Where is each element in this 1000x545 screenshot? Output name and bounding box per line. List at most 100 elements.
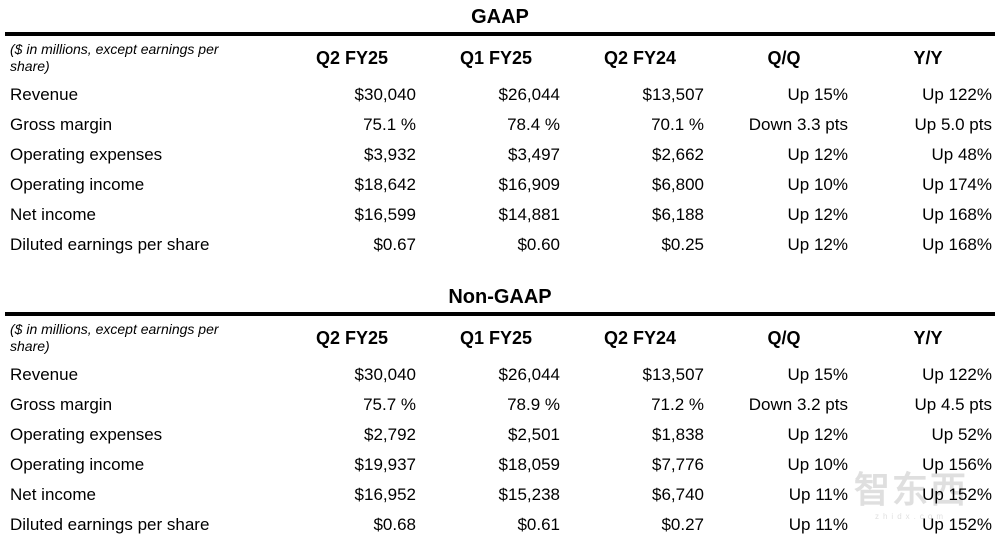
cell-value: $1,838: [652, 425, 704, 444]
cell-value: Up 174%: [922, 175, 992, 194]
table-row-gross-margin: Gross margin 75.1 % 78.4 % 70.1 % Down 3…: [0, 110, 1000, 140]
table-row-net-income: Net income $16,599 $14,881 $6,188 Up 12%…: [0, 200, 1000, 230]
column-header-q2fy24: Q2 FY24: [603, 47, 677, 68]
cell-value: Up 4.5 pts: [914, 395, 993, 414]
cell-value: 71.2 %: [651, 395, 704, 414]
title-rule: [5, 32, 995, 36]
cell-value: Up 168%: [922, 205, 992, 224]
column-header-qq: Q/Q: [767, 327, 801, 348]
cell-value: $19,937: [354, 455, 416, 474]
cell-value: $15,238: [498, 485, 560, 504]
cell-value: Up 15%: [787, 365, 848, 384]
cell-value: $16,952: [354, 485, 416, 504]
column-header-q1fy25: Q1 FY25: [459, 47, 533, 68]
column-header-q2fy25: Q2 FY25: [315, 47, 389, 68]
cell-value: $18,059: [498, 455, 560, 474]
units-note-text: ($ in millions, except earnings per shar…: [10, 41, 219, 74]
cell-value: $26,044: [498, 85, 560, 104]
cell-value: $13,507: [642, 85, 704, 104]
cell-value: 75.7 %: [363, 395, 416, 414]
table-row-revenue: Revenue $30,040 $26,044 $13,507 Up 15% U…: [0, 360, 1000, 390]
title-rule: [5, 312, 995, 316]
table-row-operating-income: Operating income $19,937 $18,059 $7,776 …: [0, 450, 1000, 480]
table-row-operating-expenses: Operating expenses $2,792 $2,501 $1,838 …: [0, 420, 1000, 450]
row-label: Net income: [10, 205, 96, 224]
table-row-diluted-eps: Diluted earnings per share $0.68 $0.61 $…: [0, 510, 1000, 540]
cell-value: Up 122%: [922, 365, 992, 384]
cell-value: $0.60: [517, 235, 560, 254]
cell-value: $18,642: [354, 175, 416, 194]
non-gaap-section: Non-GAAP ($ in millions, except earnings…: [0, 260, 1000, 540]
column-header-q2fy25: Q2 FY25: [315, 327, 389, 348]
units-note: ($ in millions, except earnings per shar…: [0, 316, 280, 360]
column-header-yy: Y/Y: [913, 47, 943, 68]
table-row-gross-margin: Gross margin 75.7 % 78.9 % 71.2 % Down 3…: [0, 390, 1000, 420]
row-label: Operating income: [10, 175, 145, 194]
cell-value: 78.4 %: [507, 115, 560, 134]
row-label: Operating expenses: [10, 425, 163, 444]
cell-value: Up 15%: [787, 85, 848, 104]
cell-value: Up 52%: [931, 425, 992, 444]
cell-value: $0.27: [661, 515, 704, 534]
cell-value: $6,740: [652, 485, 704, 504]
gaap-section: GAAP ($ in millions, except earnings per…: [0, 0, 1000, 260]
table-row-operating-income: Operating income $18,642 $16,909 $6,800 …: [0, 170, 1000, 200]
table-row-diluted-eps: Diluted earnings per share $0.67 $0.60 $…: [0, 230, 1000, 260]
cell-value: Up 10%: [787, 455, 848, 474]
column-header-q2fy24: Q2 FY24: [603, 327, 677, 348]
row-label: Revenue: [10, 365, 79, 384]
cell-value: 70.1 %: [651, 115, 704, 134]
cell-value: Up 11%: [788, 485, 848, 504]
header-row: ($ in millions, except earnings per shar…: [0, 36, 1000, 80]
cell-value: $2,662: [652, 145, 704, 164]
row-label: Net income: [10, 485, 96, 504]
cell-value: Up 11%: [788, 515, 848, 534]
cell-value: Up 152%: [922, 485, 992, 504]
row-label: Diluted earnings per share: [10, 235, 210, 254]
non-gaap-table: ($ in millions, except earnings per shar…: [0, 316, 1000, 540]
column-header-q1fy25: Q1 FY25: [459, 327, 533, 348]
cell-value: Up 12%: [787, 145, 848, 164]
cell-value: $0.25: [661, 235, 704, 254]
units-note: ($ in millions, except earnings per shar…: [0, 36, 280, 80]
column-header-yy: Y/Y: [913, 327, 943, 348]
cell-value: Up 12%: [787, 235, 848, 254]
gaap-table: ($ in millions, except earnings per shar…: [0, 36, 1000, 260]
column-header-qq: Q/Q: [767, 47, 801, 68]
table-row-net-income: Net income $16,952 $15,238 $6,740 Up 11%…: [0, 480, 1000, 510]
cell-value: $14,881: [498, 205, 560, 224]
cell-value: Up 12%: [787, 425, 848, 444]
cell-value: $26,044: [498, 365, 560, 384]
cell-value: $2,792: [364, 425, 416, 444]
row-label: Revenue: [10, 85, 79, 104]
cell-value: $0.61: [517, 515, 560, 534]
row-label: Gross margin: [10, 395, 113, 414]
cell-value: Up 122%: [922, 85, 992, 104]
cell-value: $13,507: [642, 365, 704, 384]
cell-value: $3,497: [508, 145, 560, 164]
header-row: ($ in millions, except earnings per shar…: [0, 316, 1000, 360]
table-row-operating-expenses: Operating expenses $3,932 $3,497 $2,662 …: [0, 140, 1000, 170]
cell-value: Up 5.0 pts: [914, 115, 993, 134]
cell-value: $2,501: [508, 425, 560, 444]
cell-value: $30,040: [354, 365, 416, 384]
cell-value: Up 10%: [787, 175, 848, 194]
units-note-text: ($ in millions, except earnings per shar…: [10, 321, 219, 354]
cell-value: $6,800: [652, 175, 704, 194]
cell-value: 78.9 %: [507, 395, 560, 414]
row-label: Diluted earnings per share: [10, 515, 210, 534]
cell-value: $0.68: [373, 515, 416, 534]
cell-value: Up 12%: [787, 205, 848, 224]
table-row-revenue: Revenue $30,040 $26,044 $13,507 Up 15% U…: [0, 80, 1000, 110]
cell-value: $30,040: [354, 85, 416, 104]
cell-value: $6,188: [652, 205, 704, 224]
cell-value: Up 48%: [931, 145, 992, 164]
cell-value: Down 3.3 pts: [748, 115, 848, 134]
section-title-non-gaap: Non-GAAP: [448, 286, 552, 308]
cell-value: Up 168%: [922, 235, 992, 254]
section-title-gaap: GAAP: [471, 6, 529, 28]
cell-value: Down 3.2 pts: [748, 395, 848, 414]
cell-value: $16,599: [354, 205, 416, 224]
cell-value: Up 156%: [922, 455, 992, 474]
